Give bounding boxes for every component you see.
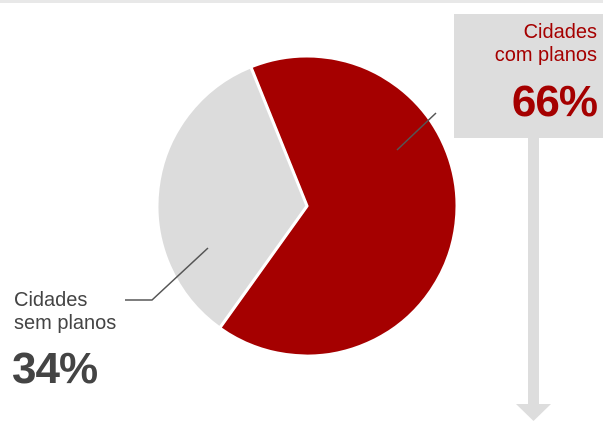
leader-line-sem-planos — [125, 247, 209, 301]
pie-slice-sem-planos — [155, 65, 309, 330]
slice-com-planos-value-label: 66% — [511, 77, 598, 126]
top-strip — [0, 0, 603, 3]
com-planos-label-box — [454, 14, 603, 138]
down-arrow — [516, 138, 551, 421]
slice-com-planos-label-line2: com planos — [494, 44, 597, 66]
slice-sem-planos-label-line1: Cidades — [14, 289, 88, 311]
arrow-shaft — [528, 138, 539, 406]
leader-line-com-planos — [396, 112, 437, 151]
slice-com-planos-label-line1: Cidades — [523, 21, 597, 43]
arrow-head — [516, 404, 551, 421]
slice-sem-planos-value-label: 34% — [12, 344, 98, 393]
slice-sem-planos-label-line2: sem planos — [14, 312, 117, 334]
pie-slice-com-planos — [218, 54, 459, 358]
